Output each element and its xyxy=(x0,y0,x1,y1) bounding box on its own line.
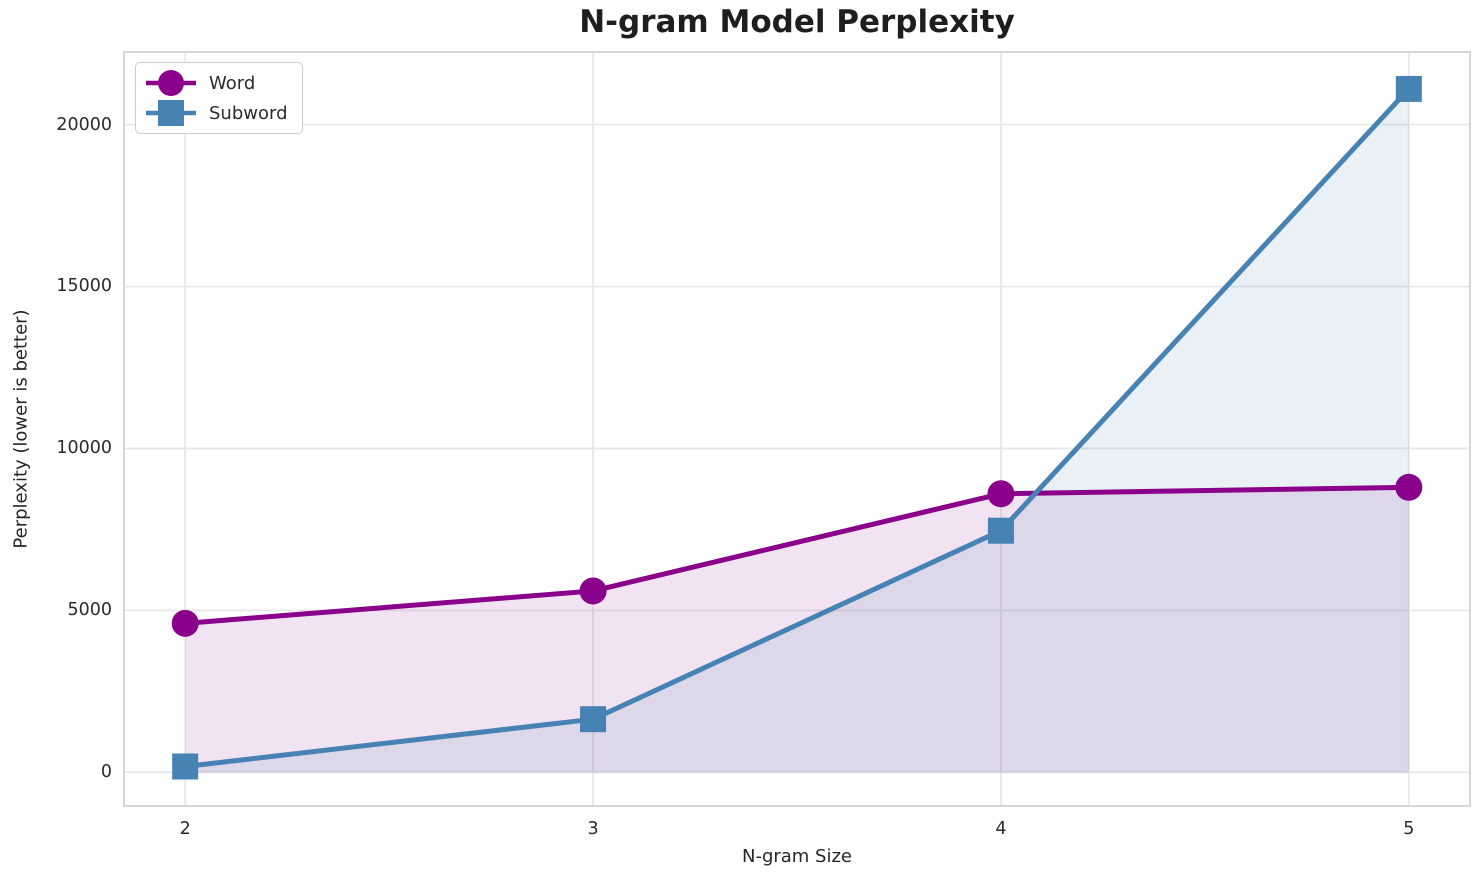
line-subword xyxy=(182,86,1412,769)
y-tick-label-0: 0 xyxy=(100,762,112,783)
legend: Word Subword xyxy=(135,62,303,134)
y-tick-label-5000: 5000 xyxy=(67,600,112,621)
series-lines xyxy=(182,86,1412,769)
marker-subword-3 xyxy=(580,706,607,733)
marker-word-5 xyxy=(1395,473,1423,501)
plot-frame xyxy=(123,51,1471,807)
marker-word-2 xyxy=(171,609,199,637)
x-axis-label: N-gram Size xyxy=(741,846,853,867)
x-tick-label-3: 3 xyxy=(587,819,599,839)
line-word xyxy=(182,484,1412,626)
legend-label: Subword xyxy=(209,102,288,124)
area-fill-word xyxy=(185,487,1409,773)
area-fills xyxy=(185,88,1409,773)
y-tick-label-15000: 15000 xyxy=(56,276,112,297)
legend-item-subword: Subword xyxy=(145,98,288,128)
chart-title: N-gram Model Perplexity xyxy=(579,4,1015,40)
circle-marker-icon xyxy=(146,70,196,96)
x-tick-label-4: 4 xyxy=(995,819,1007,839)
marker-subword-2 xyxy=(172,753,199,780)
legend-label: Word xyxy=(209,72,256,94)
series-markers xyxy=(171,75,1423,780)
y-tick-label-10000: 10000 xyxy=(56,438,112,459)
x-tick-label-2: 2 xyxy=(179,819,191,839)
square-marker-icon xyxy=(146,100,196,126)
area-fill-subword xyxy=(185,88,1409,773)
legend-item-word: Word xyxy=(145,68,288,98)
x-tick-label-5: 5 xyxy=(1403,819,1415,839)
marker-word-4 xyxy=(987,480,1015,508)
marker-word-3 xyxy=(579,577,607,605)
marker-subword-4 xyxy=(987,517,1014,544)
y-tick-label-20000: 20000 xyxy=(56,114,112,135)
marker-subword-5 xyxy=(1395,75,1422,102)
